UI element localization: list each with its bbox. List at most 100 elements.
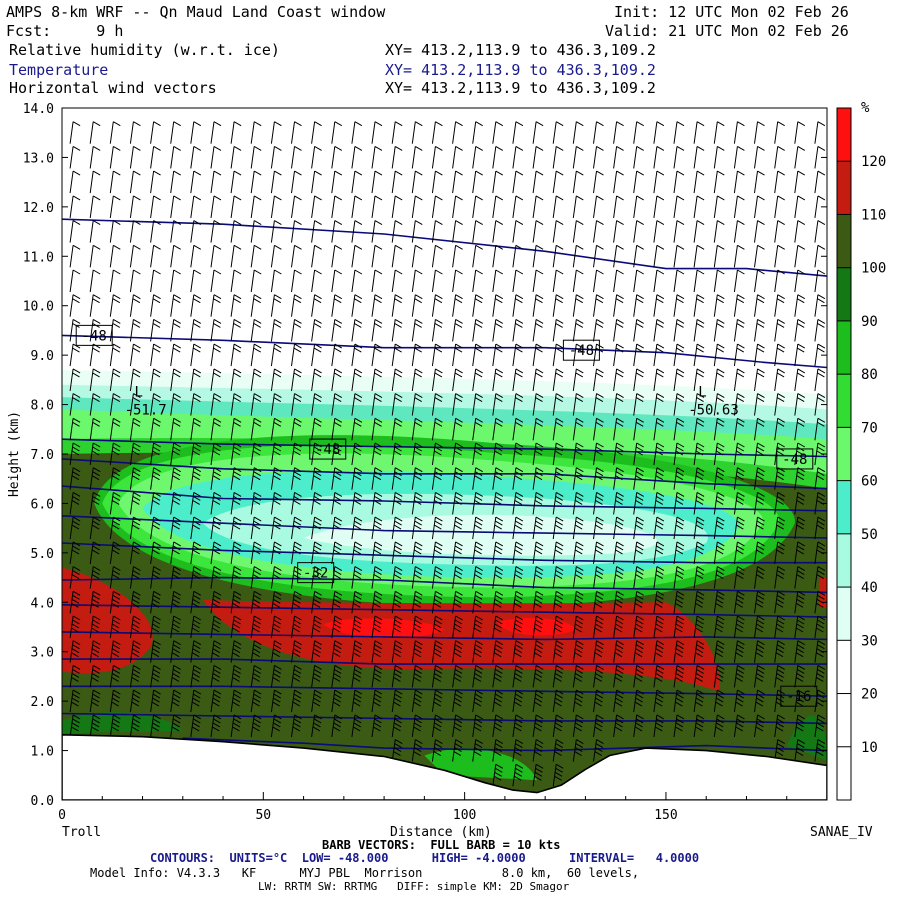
wind-barb (713, 714, 725, 737)
temperature-contour-line (62, 515, 827, 539)
wind-barb (431, 294, 443, 317)
wind-barb (371, 244, 383, 268)
temperature-contour-line (62, 458, 827, 490)
wind-barb (431, 145, 443, 169)
wind-barb (593, 664, 604, 688)
wind-barb (230, 170, 242, 194)
wind-barb (190, 442, 202, 466)
wind-barb (613, 220, 624, 243)
wind-barb (492, 739, 504, 762)
colorbar-label: 70 (861, 420, 878, 436)
y-tick-label: 3.0 (31, 646, 54, 661)
wind-barb (472, 566, 483, 589)
wind-barb (532, 195, 544, 218)
wind-barb (250, 294, 262, 317)
wind-barb (230, 368, 242, 391)
wind-barb (371, 417, 383, 441)
wind-barb (733, 417, 745, 441)
wind-barb (713, 294, 725, 317)
wind-barb (411, 615, 423, 639)
colorbar-label: 90 (861, 314, 878, 330)
wind-barb (129, 145, 141, 169)
wind-barb (593, 615, 604, 639)
wind-barb (170, 417, 181, 441)
wind-barb (794, 417, 806, 441)
wind-barb (270, 393, 282, 416)
wind-barb (170, 318, 181, 342)
wind-barb (210, 318, 222, 342)
wind-barb (472, 615, 483, 639)
contour-label-box (780, 685, 818, 707)
wind-barb (774, 343, 785, 367)
wind-barb (572, 491, 584, 515)
wind-barb (754, 121, 765, 144)
wind-barb (230, 467, 242, 490)
wind-barb (129, 121, 141, 144)
colorbar-label: 30 (861, 633, 878, 649)
wind-barb (754, 714, 765, 737)
wind-barb (351, 145, 363, 169)
wind-barb (109, 121, 121, 144)
wind-barb (371, 467, 383, 490)
wind-barb-layer (69, 121, 826, 787)
wind-barb (170, 640, 181, 663)
wind-barb (452, 269, 463, 293)
wind-barb (774, 442, 785, 466)
colorbar-label: 10 (861, 740, 878, 756)
wind-barb (613, 170, 624, 194)
wind-barb (230, 689, 242, 713)
wind-barb (452, 368, 463, 391)
wind-barb (733, 220, 745, 243)
wind-barb (733, 566, 745, 589)
wind-barb (150, 318, 161, 342)
y-tick-label: 8.0 (31, 399, 54, 414)
wind-barb (492, 294, 504, 317)
wind-barb (593, 640, 604, 663)
wind-barb (89, 640, 101, 663)
wind-barb (754, 442, 765, 466)
wind-barb (129, 615, 141, 639)
wind-barb (210, 689, 222, 713)
wind-barb (472, 417, 483, 441)
wind-barb (693, 195, 705, 218)
wind-barb (492, 442, 504, 466)
wind-barb (472, 121, 483, 144)
wind-barb (69, 244, 81, 268)
wind-barb (512, 318, 524, 342)
wind-barb (532, 566, 544, 589)
wind-barb (89, 145, 101, 169)
wind-barb (391, 541, 403, 564)
wind-barb (492, 195, 504, 218)
wind-barb (311, 566, 322, 589)
wind-barb (311, 368, 322, 391)
wind-barb (351, 566, 363, 589)
wind-barb (411, 318, 423, 342)
wind-barb (754, 343, 765, 367)
wind-barb (431, 566, 443, 589)
wind-barb (733, 368, 745, 391)
wind-barb (431, 640, 443, 663)
wind-barb (673, 516, 685, 540)
wind-barb (150, 170, 161, 194)
wind-barb (814, 417, 826, 441)
wind-barb (190, 491, 202, 515)
wind-barb (552, 145, 564, 169)
wind-barb (613, 714, 624, 737)
wind-barb (653, 294, 665, 317)
wind-barb (532, 516, 544, 540)
wind-barb (291, 195, 302, 218)
wind-barb (754, 393, 765, 416)
wind-barb (653, 220, 665, 243)
wind-barb (170, 590, 181, 614)
wind-barb (230, 590, 242, 614)
wind-barb (754, 689, 765, 713)
wind-barb (552, 121, 564, 144)
wind-barb (270, 566, 282, 589)
wind-barb (754, 640, 765, 663)
wind-barb (512, 442, 524, 466)
wind-barb (170, 368, 181, 391)
wind-barb (250, 417, 262, 441)
wind-barb (733, 244, 745, 268)
wind-barb (210, 590, 222, 614)
wind-barb (472, 739, 483, 762)
